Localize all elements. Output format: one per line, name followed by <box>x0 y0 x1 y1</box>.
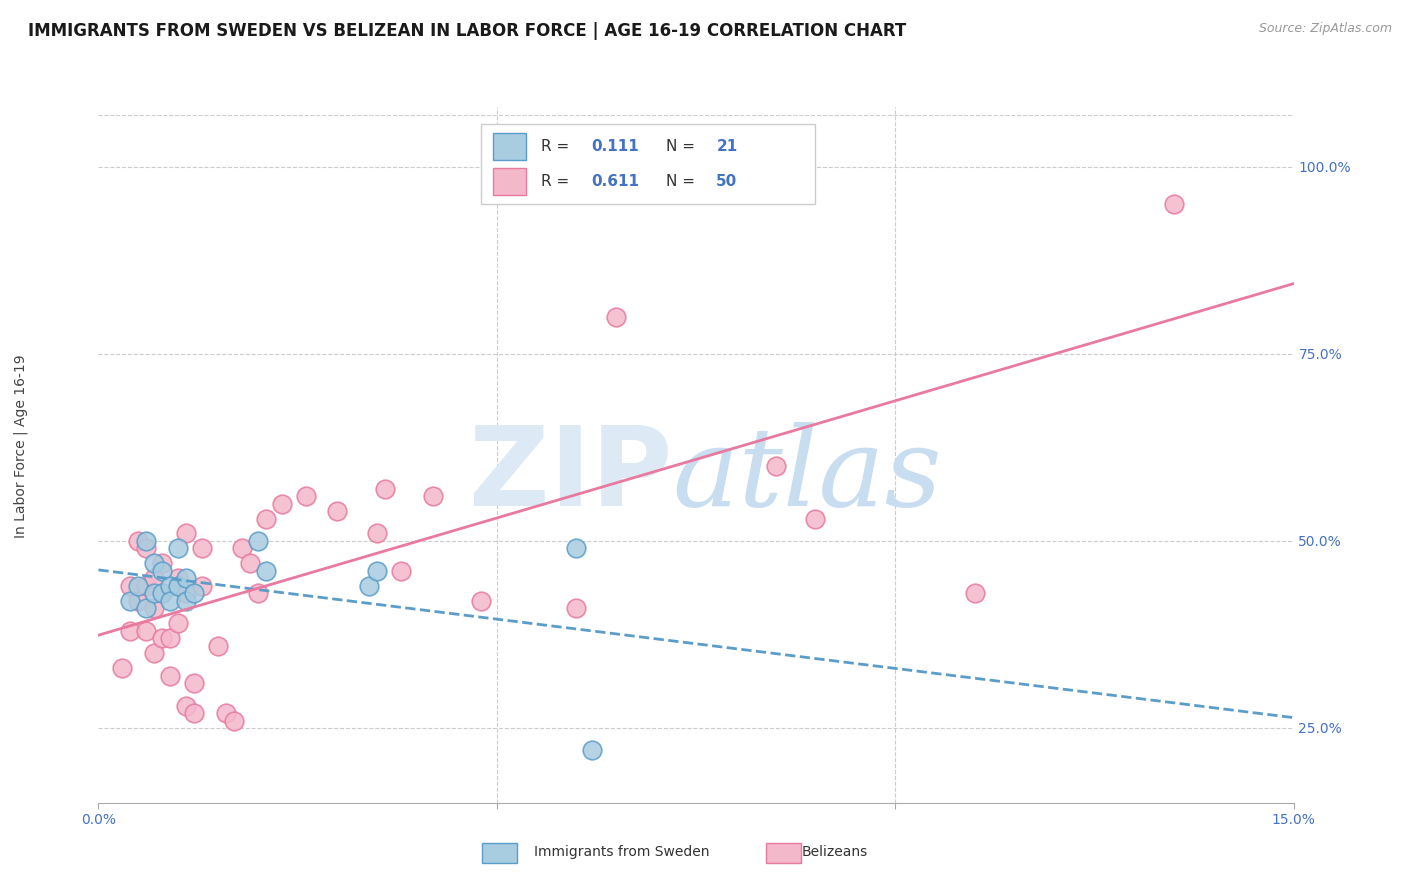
Text: 0.611: 0.611 <box>591 174 638 189</box>
Text: R =: R = <box>540 139 574 154</box>
Point <box>143 646 166 660</box>
Point <box>159 594 181 608</box>
Point <box>120 579 142 593</box>
Point <box>254 511 277 525</box>
Point <box>765 459 787 474</box>
Text: N =: N = <box>666 174 700 189</box>
Point <box>605 310 627 324</box>
Point <box>143 586 166 600</box>
Point <box>135 579 157 593</box>
Point <box>167 571 190 585</box>
Point <box>804 511 827 525</box>
Point <box>335 855 357 870</box>
Point <box>246 586 269 600</box>
Point <box>174 526 197 541</box>
Point <box>159 668 181 682</box>
Text: Source: ZipAtlas.com: Source: ZipAtlas.com <box>1258 22 1392 36</box>
Bar <box>494 134 526 160</box>
Point <box>150 631 173 645</box>
Point <box>159 631 181 645</box>
Text: ZIP: ZIP <box>468 422 672 529</box>
Point <box>215 706 238 720</box>
Point <box>174 698 197 713</box>
Point <box>143 601 166 615</box>
Point <box>565 541 588 556</box>
Point <box>389 564 412 578</box>
Text: 0.111: 0.111 <box>591 139 638 154</box>
Point <box>652 160 675 174</box>
Point <box>374 482 396 496</box>
Point <box>183 706 205 720</box>
Text: 50: 50 <box>716 174 738 189</box>
Point <box>422 489 444 503</box>
Text: 21: 21 <box>716 139 738 154</box>
Point <box>167 579 190 593</box>
Point <box>359 579 381 593</box>
Point <box>366 526 388 541</box>
Point <box>174 594 197 608</box>
Point <box>174 571 197 585</box>
Bar <box>481 124 815 204</box>
Point <box>222 714 245 728</box>
Point <box>565 601 588 615</box>
Point <box>135 533 157 548</box>
Text: IMMIGRANTS FROM SWEDEN VS BELIZEAN IN LABOR FORCE | AGE 16-19 CORRELATION CHART: IMMIGRANTS FROM SWEDEN VS BELIZEAN IN LA… <box>28 22 907 40</box>
Point <box>150 586 173 600</box>
Point <box>135 541 157 556</box>
Text: Immigrants from Sweden: Immigrants from Sweden <box>534 845 710 859</box>
Point <box>159 579 181 593</box>
Point <box>174 586 197 600</box>
Point <box>183 676 205 690</box>
Text: In Labor Force | Age 16-19: In Labor Force | Age 16-19 <box>14 354 28 538</box>
Point <box>246 533 269 548</box>
Point <box>150 557 173 571</box>
Point <box>191 541 214 556</box>
Point <box>270 497 292 511</box>
Point <box>254 564 277 578</box>
Text: atlas: atlas <box>672 422 942 530</box>
Point <box>207 639 229 653</box>
Point <box>111 661 134 675</box>
Point <box>143 571 166 585</box>
Point <box>127 579 149 593</box>
Text: N =: N = <box>666 139 700 154</box>
Point <box>167 541 190 556</box>
Point <box>231 541 253 556</box>
Point <box>120 624 142 638</box>
Bar <box>494 169 526 194</box>
Point <box>135 601 157 615</box>
Point <box>294 489 316 503</box>
Point <box>470 594 492 608</box>
Point <box>191 579 214 593</box>
Point <box>150 564 173 578</box>
Point <box>127 533 149 548</box>
Point <box>183 586 205 600</box>
Point <box>581 743 603 757</box>
Text: Belizeans: Belizeans <box>801 845 868 859</box>
Point <box>120 594 142 608</box>
Point <box>239 557 262 571</box>
Point <box>150 586 173 600</box>
Point <box>135 624 157 638</box>
Text: R =: R = <box>540 174 574 189</box>
Point <box>127 594 149 608</box>
Point <box>326 504 349 518</box>
Point <box>1163 197 1185 211</box>
Point <box>143 557 166 571</box>
Point <box>366 564 388 578</box>
Point <box>963 586 986 600</box>
Point <box>167 616 190 631</box>
